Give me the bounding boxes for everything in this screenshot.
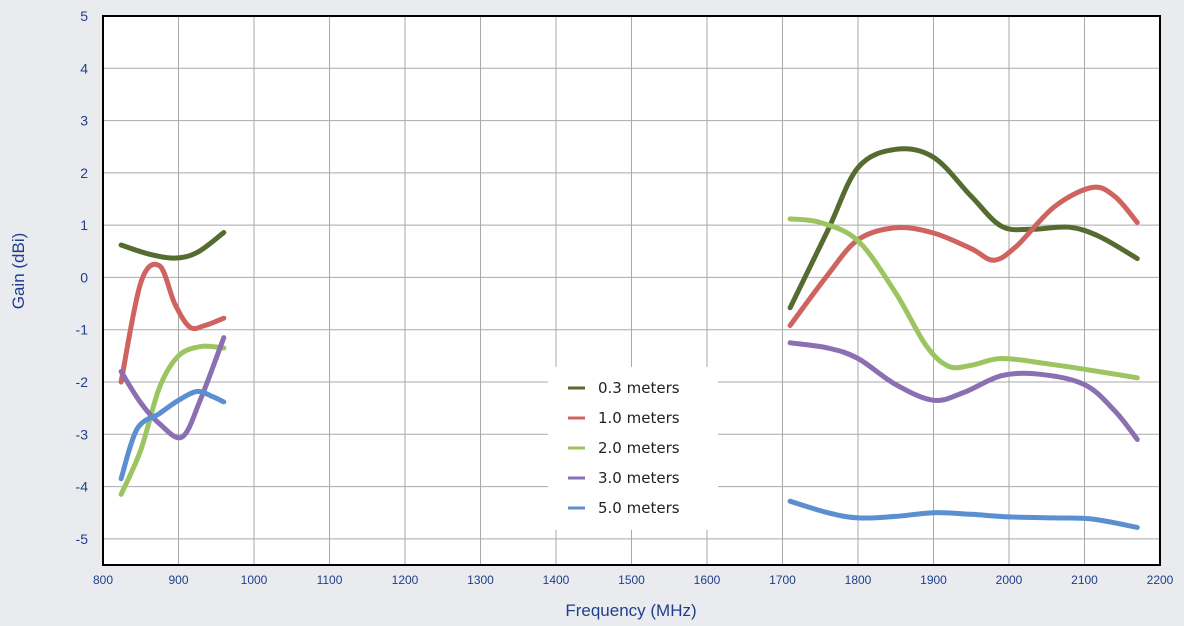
legend-label: 5.0 meters	[598, 499, 680, 517]
series-line-4-band-2	[787, 340, 1140, 442]
y-tick-label: 4	[80, 60, 88, 76]
y-tick-label: -1	[76, 322, 89, 338]
series-lines	[118, 146, 1140, 530]
series-line-3-band-1	[118, 343, 227, 497]
x-tick-label: 800	[93, 573, 113, 587]
x-tick-label: 1500	[618, 573, 645, 587]
y-tick-label: 1	[80, 217, 88, 233]
axis-ticks: 800 900 1000 1100 1200 1300 1400 1500 1600 1700 18…	[76, 8, 1174, 587]
y-tick-label: -5	[76, 531, 89, 547]
legend-label: 0.3 meters	[598, 379, 680, 397]
series-line-3-band-2	[787, 216, 1140, 381]
x-tick-label: 900	[168, 573, 188, 587]
legend-label: 2.0 meters	[598, 439, 680, 457]
series-line-2-band-1	[118, 261, 227, 385]
y-tick-label: 5	[80, 8, 88, 24]
x-tick-label: 1300	[467, 573, 494, 587]
x-tick-label: 1400	[543, 573, 570, 587]
y-tick-label: 0	[80, 269, 88, 285]
x-tick-label: 1700	[769, 573, 796, 587]
series-line-5-band-1	[118, 388, 227, 482]
y-tick-label: -2	[76, 374, 89, 390]
x-tick-label: 1600	[694, 573, 721, 587]
series-line-1-band-2	[787, 146, 1140, 311]
y-tick-label: 3	[80, 113, 88, 129]
x-tick-label: 2000	[996, 573, 1023, 587]
x-tick-label: 1100	[317, 573, 343, 587]
legend: 0.3 meters 1.0 meters 2.0 meters 3.0 meters…	[548, 367, 718, 530]
plot-frame	[102, 15, 1161, 566]
x-tick-label: 1900	[920, 573, 947, 587]
legend-label: 3.0 meters	[598, 469, 680, 487]
x-tick-label: 1800	[845, 573, 872, 587]
y-axis-title: Gain (dBi)	[9, 233, 28, 310]
y-tick-label: -3	[76, 426, 89, 442]
x-tick-label: 2200	[1147, 573, 1174, 587]
x-tick-label: 1000	[241, 573, 268, 587]
series-line-1-band-1	[118, 230, 227, 261]
x-tick-label: 2100	[1071, 573, 1098, 587]
x-tick-label: 1200	[392, 573, 419, 587]
series-line-5-band-2	[787, 498, 1140, 530]
legend-label: 1.0 meters	[598, 409, 680, 427]
x-axis-title: Frequency (MHz)	[565, 601, 696, 620]
y-tick-label: -4	[76, 479, 89, 495]
series-line-2-band-2	[787, 184, 1140, 328]
y-tick-label: 2	[80, 165, 88, 181]
series-line-4-band-1	[118, 335, 227, 441]
